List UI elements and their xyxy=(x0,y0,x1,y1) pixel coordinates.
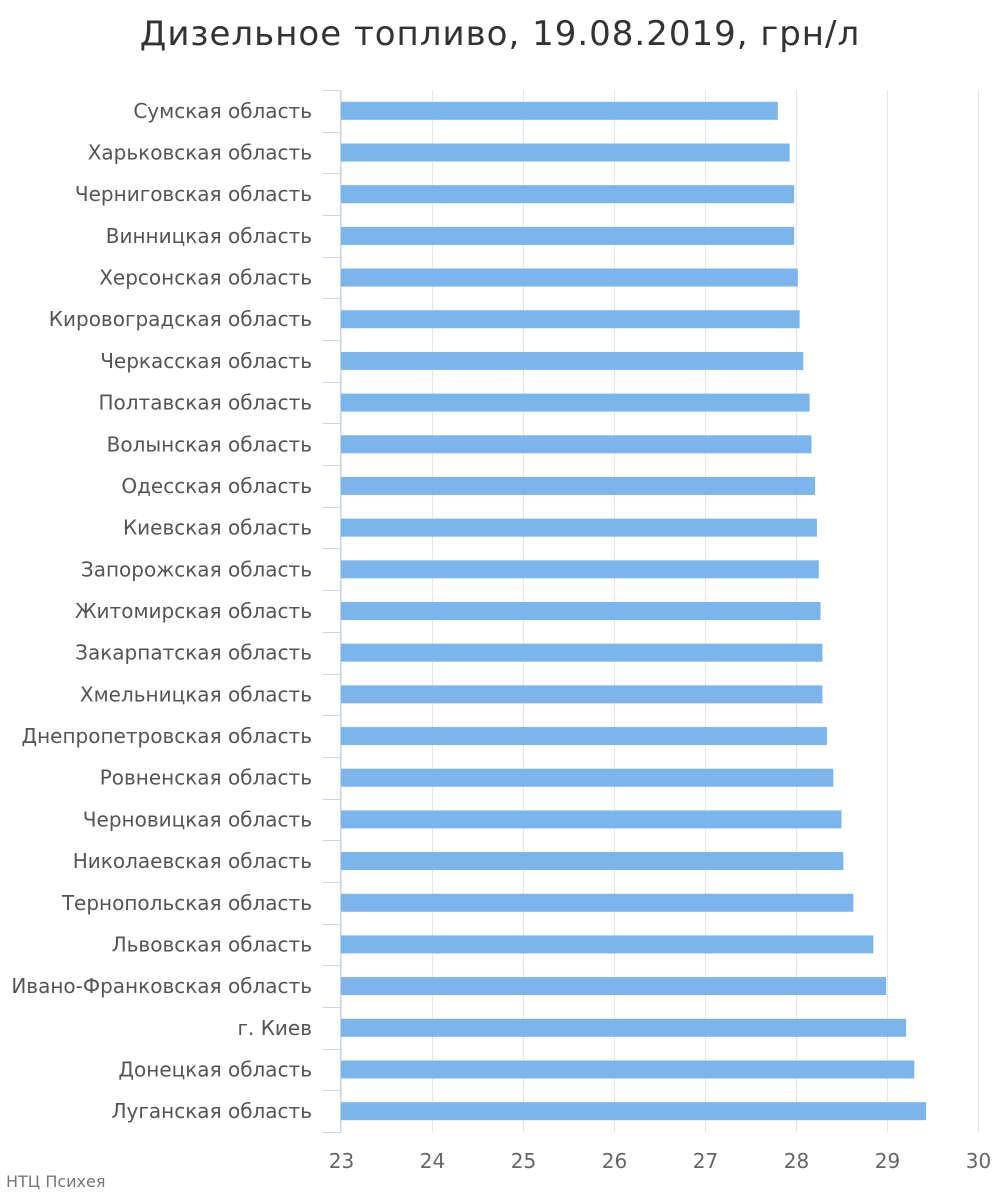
x-tick-label: 27 xyxy=(693,1149,718,1173)
x-tick-label: 24 xyxy=(420,1149,445,1173)
bar xyxy=(341,185,795,204)
bar xyxy=(341,268,798,287)
x-tick-label: 26 xyxy=(602,1149,627,1173)
category-axis xyxy=(323,90,341,1133)
category-label: Волынская область xyxy=(107,432,312,456)
bar xyxy=(341,310,800,329)
bar xyxy=(341,810,842,829)
category-label: Одесская область xyxy=(121,474,312,498)
category-label: Винницкая область xyxy=(106,224,312,248)
bar xyxy=(341,977,887,996)
category-label: Черниговская область xyxy=(75,182,312,206)
bar xyxy=(341,727,827,746)
category-label: Черновицкая область xyxy=(83,807,312,831)
category-label: Херсонская область xyxy=(99,266,312,290)
category-label: Черкасская область xyxy=(100,349,312,373)
bars xyxy=(341,101,927,1121)
category-label: Закарпатская область xyxy=(75,641,312,665)
category-label: Полтавская область xyxy=(98,391,312,415)
bar xyxy=(341,351,804,370)
bar xyxy=(341,518,817,537)
chart-title: Дизельное топливо, 19.08.2019, грн/л xyxy=(139,14,861,54)
bar xyxy=(341,685,823,704)
bar xyxy=(341,935,874,954)
x-tick-label: 25 xyxy=(511,1149,536,1173)
category-label: Харьковская область xyxy=(88,141,312,165)
category-label: Тернопольская область xyxy=(61,891,312,915)
category-label: Луганская область xyxy=(112,1099,312,1123)
category-label: Сумская область xyxy=(133,99,312,123)
x-tick-label: 29 xyxy=(875,1149,900,1173)
category-label: Днепропетровская область xyxy=(21,724,312,748)
category-label: Запорожская область xyxy=(81,557,312,581)
value-axis-ticks: 23 24 25 26 27 28 29 30 xyxy=(329,1149,991,1173)
x-tick-label: 28 xyxy=(784,1149,809,1173)
bar xyxy=(341,1018,907,1037)
credits: НТЦ Психея xyxy=(6,1172,106,1191)
bar xyxy=(341,101,778,120)
category-label: Николаевская область xyxy=(73,849,312,873)
bar xyxy=(341,893,854,912)
bar xyxy=(341,1060,915,1079)
bar xyxy=(341,435,812,454)
category-label: Киевская область xyxy=(123,516,312,540)
bar xyxy=(341,226,795,245)
bar xyxy=(341,476,816,495)
category-label: г. Киев xyxy=(237,1016,312,1040)
bar xyxy=(341,1102,927,1121)
x-tick-label: 30 xyxy=(966,1149,991,1173)
bar xyxy=(341,852,844,871)
category-label: Ивано-Франковская область xyxy=(11,974,312,998)
category-label: Ровненская область xyxy=(100,766,312,790)
category-labels: Сумская область Харьковская область Черниг… xyxy=(11,99,312,1123)
bar xyxy=(341,768,834,787)
x-tick-label: 23 xyxy=(329,1149,354,1173)
category-label: Хмельницкая область xyxy=(80,682,312,706)
category-label: Донецкая область xyxy=(118,1057,312,1081)
bar xyxy=(341,643,823,662)
bar xyxy=(341,143,790,162)
bar xyxy=(341,393,810,412)
category-label: Житомирская область xyxy=(75,599,312,623)
bar xyxy=(341,602,821,620)
category-label: Кировоградская область xyxy=(49,307,312,331)
category-label: Львовская область xyxy=(112,932,312,956)
bar xyxy=(341,560,819,579)
